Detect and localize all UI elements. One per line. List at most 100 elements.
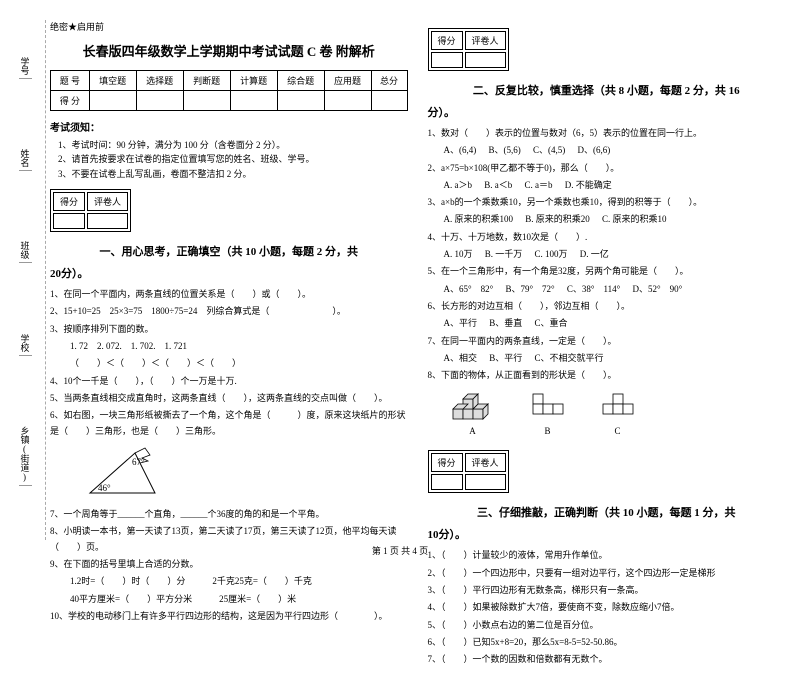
opt: D. 不能确定 bbox=[565, 180, 612, 190]
td bbox=[431, 52, 463, 68]
section-2-sub: 分）。 bbox=[428, 104, 786, 120]
side-label: 学校 bbox=[19, 331, 32, 356]
th: 题 号 bbox=[51, 71, 90, 91]
opts: A. 原来的积乘100 B. 原来的积乘20 C. 原来的积乘10 bbox=[428, 212, 786, 227]
opt: C. 100万 bbox=[535, 249, 568, 259]
q: 7、（ ）一个数的因数和倍数都有无数个。 bbox=[428, 652, 786, 667]
q: 5、在一个三角形中，有一个角是32度，另两个角可能是（ ）。 bbox=[428, 264, 786, 279]
opt: C. a＝b bbox=[525, 180, 553, 190]
cube-label: C bbox=[598, 426, 638, 436]
opts: A. a＞b B. a＜b C. a＝b D. 不能确定 bbox=[428, 178, 786, 193]
opt: B. 原来的积乘20 bbox=[525, 214, 590, 224]
angle-67: 67° bbox=[132, 457, 145, 467]
q: 2、15+10=25 25×3=75 1800÷75=24 列综合算式是（ ）。 bbox=[50, 304, 408, 319]
opt: C、(4,5) bbox=[533, 145, 565, 155]
q-sub: 1.2时=（ ）时（ ）分 2千克25克=（ ）千克 bbox=[50, 574, 408, 589]
opt: A. a＞b bbox=[444, 180, 473, 190]
scorer-c2: 评卷人 bbox=[465, 31, 506, 50]
opt: D、(6,6) bbox=[578, 145, 611, 155]
q: 7、一个周角等于______个直角，______个36度的角的和是一个平角。 bbox=[50, 507, 408, 522]
opt: A. 10万 bbox=[444, 249, 473, 259]
opt: B. 一千万 bbox=[485, 249, 523, 259]
th: 应用题 bbox=[324, 71, 371, 91]
opt: A、相交 bbox=[444, 353, 478, 363]
cube-label: A bbox=[448, 426, 498, 436]
notice-item: 2、请首先按要求在试卷的指定位置填写您的姓名、班级、学号。 bbox=[58, 152, 408, 166]
opts: A、平行 B、垂直 C、重合 bbox=[428, 316, 786, 331]
section-3-sub: 10分）。 bbox=[428, 526, 786, 542]
right-column: 得分 评卷人 二、反复比较，慎重选择（共 8 小题，每题 2 分，共 16 分）… bbox=[428, 20, 786, 670]
question-list-2: 1、数对（ ）表示的位置与数对（6，5）表示的位置在同一行上。 A、(6,4) … bbox=[428, 126, 786, 383]
scorer-box: 得分 评卷人 bbox=[428, 450, 509, 493]
side-label: 班级 bbox=[19, 238, 32, 263]
scorer-c1: 得分 bbox=[431, 453, 463, 472]
opts: A、(6,4) B、(5,6) C、(4,5) D、(6,6) bbox=[428, 143, 786, 158]
side-label: 学号 bbox=[19, 54, 32, 79]
th: 填空题 bbox=[89, 71, 136, 91]
opt: C、重合 bbox=[535, 318, 568, 328]
th: 综合题 bbox=[277, 71, 324, 91]
side-label: 乡镇(街道) bbox=[19, 423, 32, 486]
scorer-box: 得分 评卷人 bbox=[428, 28, 509, 71]
notice-item: 1、考试时间：90 分钟，满分为 100 分（含卷面分 2 分）。 bbox=[58, 138, 408, 152]
q: 1、数对（ ）表示的位置与数对（6，5）表示的位置在同一行上。 bbox=[428, 126, 786, 141]
opt: D、52° 90° bbox=[633, 284, 683, 294]
q: 8、下面的物体，从正面看到的形状是（ ）。 bbox=[428, 368, 786, 383]
th: 选择题 bbox=[136, 71, 183, 91]
section-2-title: 二、反复比较，慎重选择（共 8 小题，每题 2 分，共 16 bbox=[428, 82, 786, 98]
td bbox=[465, 474, 506, 490]
q-sub: 1. 72 2. 072. 1. 702. 1. 721 bbox=[50, 339, 408, 354]
q: 3、（ ）平行四边形有无数条高，梯形只有一条高。 bbox=[428, 583, 786, 598]
th: 总分 bbox=[371, 71, 407, 91]
td bbox=[183, 91, 230, 111]
td bbox=[230, 91, 277, 111]
scorer-box: 得分 评卷人 bbox=[50, 189, 131, 232]
left-column: 绝密★启用前 长春版四年级数学上学期期中考试试题 C 卷 附解析 题 号 填空题… bbox=[50, 20, 408, 670]
td bbox=[371, 91, 407, 111]
secret-label: 绝密★启用前 bbox=[50, 20, 408, 33]
cube-c: C bbox=[598, 389, 638, 436]
q: 2、（ ）一个四边形中，只要有一组对边平行，这个四边形一定是梯形 bbox=[428, 566, 786, 581]
fold-line bbox=[45, 20, 46, 540]
opts: A. 10万 B. 一千万 C. 100万 D. 一亿 bbox=[428, 247, 786, 262]
opt: C、不相交就平行 bbox=[535, 353, 604, 363]
td bbox=[89, 91, 136, 111]
opts: A、相交 B、平行 C、不相交就平行 bbox=[428, 351, 786, 366]
section-3-title: 三、仔细推敲，正确判断（共 10 小题，每题 1 分，共 bbox=[428, 504, 786, 520]
td bbox=[277, 91, 324, 111]
opt: B、垂直 bbox=[489, 318, 522, 328]
section-1-sub: 20分）。 bbox=[50, 265, 408, 281]
q: 6、如右图，一块三角形纸被撕去了一个角，这个角是（ ）度，原来这块纸片的形状是（… bbox=[50, 408, 408, 439]
opt: C. 原来的积乘10 bbox=[602, 214, 667, 224]
td bbox=[87, 213, 128, 229]
page-number: 第 1 页 共 4 页 bbox=[0, 544, 800, 557]
q-sub: （ ）＜（ ）＜（ ）＜（ ） bbox=[50, 356, 408, 371]
opts: A、65° 82° B、79° 72° C、38° 114° D、52° 90° bbox=[428, 282, 786, 297]
q: 6、长方形的对边互相（ ），邻边互相（ ）。 bbox=[428, 299, 786, 314]
q: 5、当两条直线相交成直角时，这两条直线（ ），这两条直线的交点叫做（ ）。 bbox=[50, 391, 408, 406]
opt: A、(6,4) bbox=[444, 145, 477, 155]
q: 4、十万、十万地数，数10次是（ ）. bbox=[428, 230, 786, 245]
q: 2、a×75=b×108(甲乙都不等于0)，那么（ ）。 bbox=[428, 161, 786, 176]
q: 10、学校的电动移门上有许多平行四边形的结构，这是因为平行四边形（ ）。 bbox=[50, 609, 408, 624]
cube-a: A bbox=[448, 389, 498, 436]
th: 判断题 bbox=[183, 71, 230, 91]
opt: A. 原来的积乘100 bbox=[444, 214, 514, 224]
exam-title: 长春版四年级数学上学期期中考试试题 C 卷 附解析 bbox=[50, 41, 408, 60]
td: 得 分 bbox=[51, 91, 90, 111]
q: 3、a×b的一个乘数乘10，另一个乘数也乘10，得到的积等于（ ）。 bbox=[428, 195, 786, 210]
notice-list: 1、考试时间：90 分钟，满分为 100 分（含卷面分 2 分）。 2、请首先按… bbox=[50, 138, 408, 181]
scorer-c1: 得分 bbox=[431, 31, 463, 50]
td bbox=[465, 52, 506, 68]
q: 5、（ ）小数点右边的第二位是百分位。 bbox=[428, 618, 786, 633]
question-list-3: 1、（ ）计量较少的液体，常用升作单位。 2、（ ）一个四边形中，只要有一组对边… bbox=[428, 548, 786, 667]
opt: A、平行 bbox=[444, 318, 478, 328]
notice-item: 3、不要在试卷上乱写乱画，卷面不整洁扣 2 分。 bbox=[58, 167, 408, 181]
q: 1、在同一个平面内，两条直线的位置关系是（ ）或（ ）。 bbox=[50, 287, 408, 302]
td bbox=[53, 213, 85, 229]
td bbox=[431, 474, 463, 490]
section-1-title: 一、用心思考，正确填空（共 10 小题，每题 2 分，共 bbox=[50, 243, 408, 259]
q: 4、10个一千是（ ），（ ）个一万是十万. bbox=[50, 374, 408, 389]
score-table: 题 号 填空题 选择题 判断题 计算题 综合题 应用题 总分 得 分 bbox=[50, 70, 408, 111]
q: 6、（ ）已知5x+8=20，那么5x=8-5=52-50.86。 bbox=[428, 635, 786, 650]
